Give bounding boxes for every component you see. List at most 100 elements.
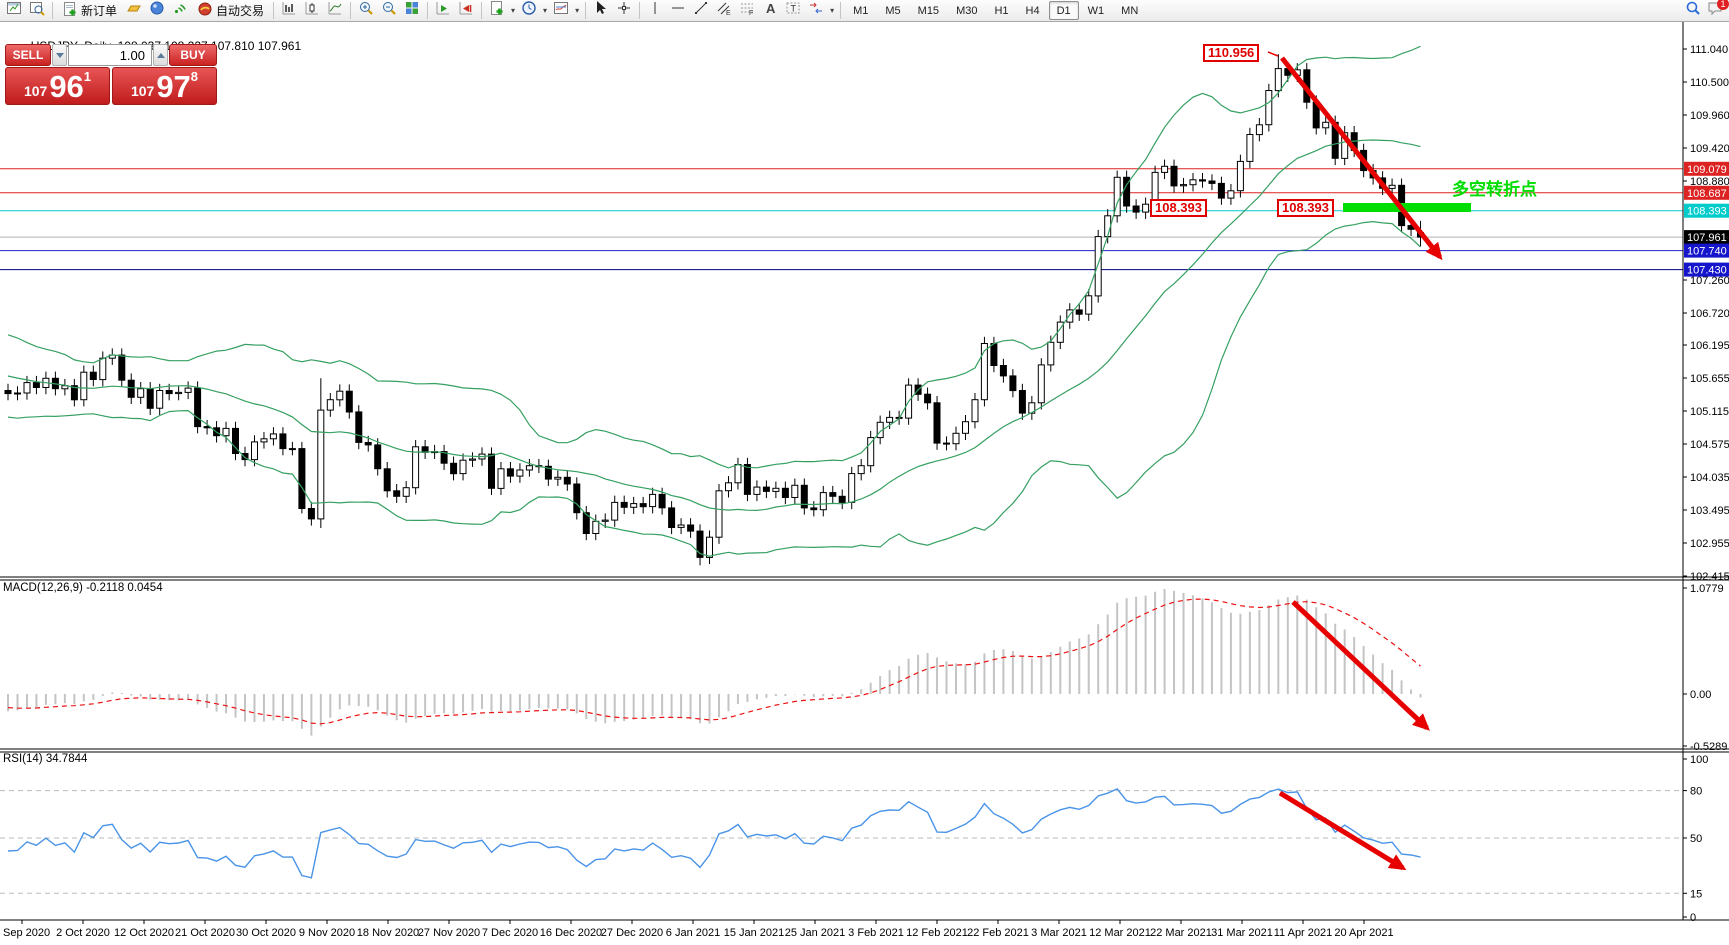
level-price-label-1[interactable]: 108.393	[1150, 199, 1207, 217]
trendline-tool-button[interactable]	[690, 1, 712, 20]
svg-text:-0.5289: -0.5289	[1690, 741, 1727, 753]
timeframe-m30-button[interactable]: M30	[948, 1, 985, 20]
svg-text:102.955: 102.955	[1690, 538, 1729, 550]
market-button[interactable]	[123, 1, 145, 20]
chart-shift-button[interactable]	[455, 1, 477, 20]
toolbar-separator	[840, 2, 842, 19]
volume-decrease-button[interactable]	[52, 44, 67, 66]
macd-indicator-label: MACD(12,26,9) -0.2118 0.0454	[3, 582, 163, 594]
sell-button[interactable]: SELL	[5, 44, 51, 66]
bollinger-bands	[7, 45, 1421, 557]
bar-chart-mode-button[interactable]	[278, 1, 300, 20]
svg-text:12 Mar 2021: 12 Mar 2021	[1089, 927, 1151, 939]
toolbar-separator	[273, 2, 275, 19]
periods-button[interactable]	[518, 1, 540, 20]
sell-price-figure: 107	[23, 83, 48, 99]
svg-text:110.500: 110.500	[1690, 77, 1729, 89]
autotrading-button[interactable]: 自动交易	[192, 1, 269, 20]
svg-text:27 Nov 2020: 27 Nov 2020	[418, 927, 480, 939]
rsi-downtrend-arrow[interactable]	[1278, 790, 1407, 871]
new-order-label: 新订单	[81, 4, 118, 18]
buy-price-pipette: 8	[190, 69, 199, 84]
zoom-out-button[interactable]	[378, 1, 400, 20]
turning-zone-bar[interactable]	[1343, 203, 1471, 212]
svg-text:104.575: 104.575	[1690, 439, 1729, 451]
rsi-axis: 100 80 50 15 0	[1683, 754, 1708, 924]
periods-dropdown-arrow[interactable]: ▾	[543, 6, 548, 15]
fibonacci-tool-button[interactable]: F	[736, 1, 758, 20]
shapes-tool-button[interactable]	[805, 1, 827, 20]
macd-downtrend-arrow[interactable]	[1291, 600, 1430, 731]
zoom-in-button[interactable]	[355, 1, 377, 20]
svg-text:111.040: 111.040	[1690, 44, 1728, 56]
timeframe-w1-button[interactable]: W1	[1080, 1, 1113, 20]
timeframe-h1-button[interactable]: H1	[986, 1, 1016, 20]
new-order-button[interactable]: 新订单	[57, 1, 122, 20]
indicators-button[interactable]	[486, 1, 508, 20]
peak-price-label[interactable]: 110.956	[1203, 44, 1260, 62]
line-chart-mode-button[interactable]	[324, 1, 346, 20]
timeframe-m5-button[interactable]: M5	[877, 1, 908, 20]
templates-dropdown-arrow[interactable]: ▾	[575, 6, 580, 15]
sell-price-pips: 96	[49, 69, 84, 104]
toolbar-separator	[350, 2, 352, 19]
price-line-badge: 107.961	[1684, 230, 1729, 245]
new-chart-button[interactable]	[3, 1, 25, 20]
community-button[interactable]	[146, 1, 168, 20]
chart-magnifier-icon	[29, 0, 45, 21]
gold-bar-icon	[126, 0, 142, 21]
rsi-line	[7, 788, 1421, 879]
notifications-button[interactable]: 1	[1704, 0, 1729, 20]
crosshair-tool-button[interactable]	[613, 1, 635, 20]
tile-windows-button[interactable]	[401, 1, 423, 20]
sell-price-display[interactable]: 107 96 1	[5, 67, 110, 105]
svg-text:2 Oct 2020: 2 Oct 2020	[56, 927, 110, 939]
timeframe-h4-button[interactable]: H4	[1018, 1, 1048, 20]
candle-chart-mode-button[interactable]	[301, 1, 323, 20]
sell-price-pipette: 1	[83, 69, 92, 84]
svg-text:12 Feb 2021: 12 Feb 2021	[906, 927, 968, 939]
svg-text:3 Feb 2021: 3 Feb 2021	[848, 927, 904, 939]
auto-scroll-button[interactable]	[432, 1, 454, 20]
turning-point-text[interactable]: 多空转折点	[1452, 180, 1537, 199]
text-tool-button[interactable]: A	[759, 1, 781, 20]
vertical-line-tool-button[interactable]	[644, 1, 666, 20]
horizontal-line-tool-button[interactable]	[667, 1, 689, 20]
line-chart-icon	[327, 0, 343, 21]
arrows-shapes-icon	[808, 0, 824, 21]
search-button[interactable]	[1682, 1, 1704, 20]
svg-text:27 Dec 2020: 27 Dec 2020	[601, 927, 663, 939]
candlesticks	[4, 54, 1424, 566]
svg-text:105.655: 105.655	[1690, 373, 1729, 385]
level-price-label-2[interactable]: 108.393	[1277, 199, 1334, 217]
toolbar-separator	[481, 2, 483, 19]
svg-text:50: 50	[1690, 833, 1702, 845]
volume-increase-button[interactable]	[153, 44, 168, 66]
svg-text:106.195: 106.195	[1690, 340, 1729, 352]
signal-icon	[172, 0, 188, 21]
trendline-icon	[693, 0, 709, 21]
timeframe-mn-button[interactable]: MN	[1113, 1, 1146, 20]
timeframe-m1-button[interactable]: M1	[845, 1, 876, 20]
templates-button[interactable]	[550, 1, 572, 20]
channel-tool-button[interactable]: E	[713, 1, 735, 20]
cursor-tool-button[interactable]	[590, 1, 612, 20]
candlestick-chart-icon	[304, 0, 320, 21]
timeframe-m15-button[interactable]: M15	[910, 1, 947, 20]
profiles-button[interactable]	[26, 1, 48, 20]
volume-input[interactable]	[68, 44, 152, 66]
timeframe-d1-button[interactable]: D1	[1048, 1, 1079, 20]
buy-price-display[interactable]: 107 97 8	[112, 67, 217, 105]
svg-text:22 Mar 2021: 22 Mar 2021	[1150, 927, 1212, 939]
notification-badge: 1	[1717, 0, 1729, 10]
signals-button[interactable]	[169, 1, 191, 20]
indicators-dropdown-arrow[interactable]: ▾	[511, 6, 516, 15]
label-tool-button[interactable]: T	[782, 1, 804, 20]
svg-text:102.415: 102.415	[1690, 571, 1729, 583]
add-indicator-icon	[489, 0, 505, 21]
buy-button[interactable]: BUY	[169, 44, 217, 66]
price-line-badge: 107.740	[1684, 243, 1729, 258]
main-downtrend-arrow[interactable]	[1280, 56, 1443, 261]
shapes-dropdown-arrow[interactable]: ▾	[830, 6, 835, 15]
